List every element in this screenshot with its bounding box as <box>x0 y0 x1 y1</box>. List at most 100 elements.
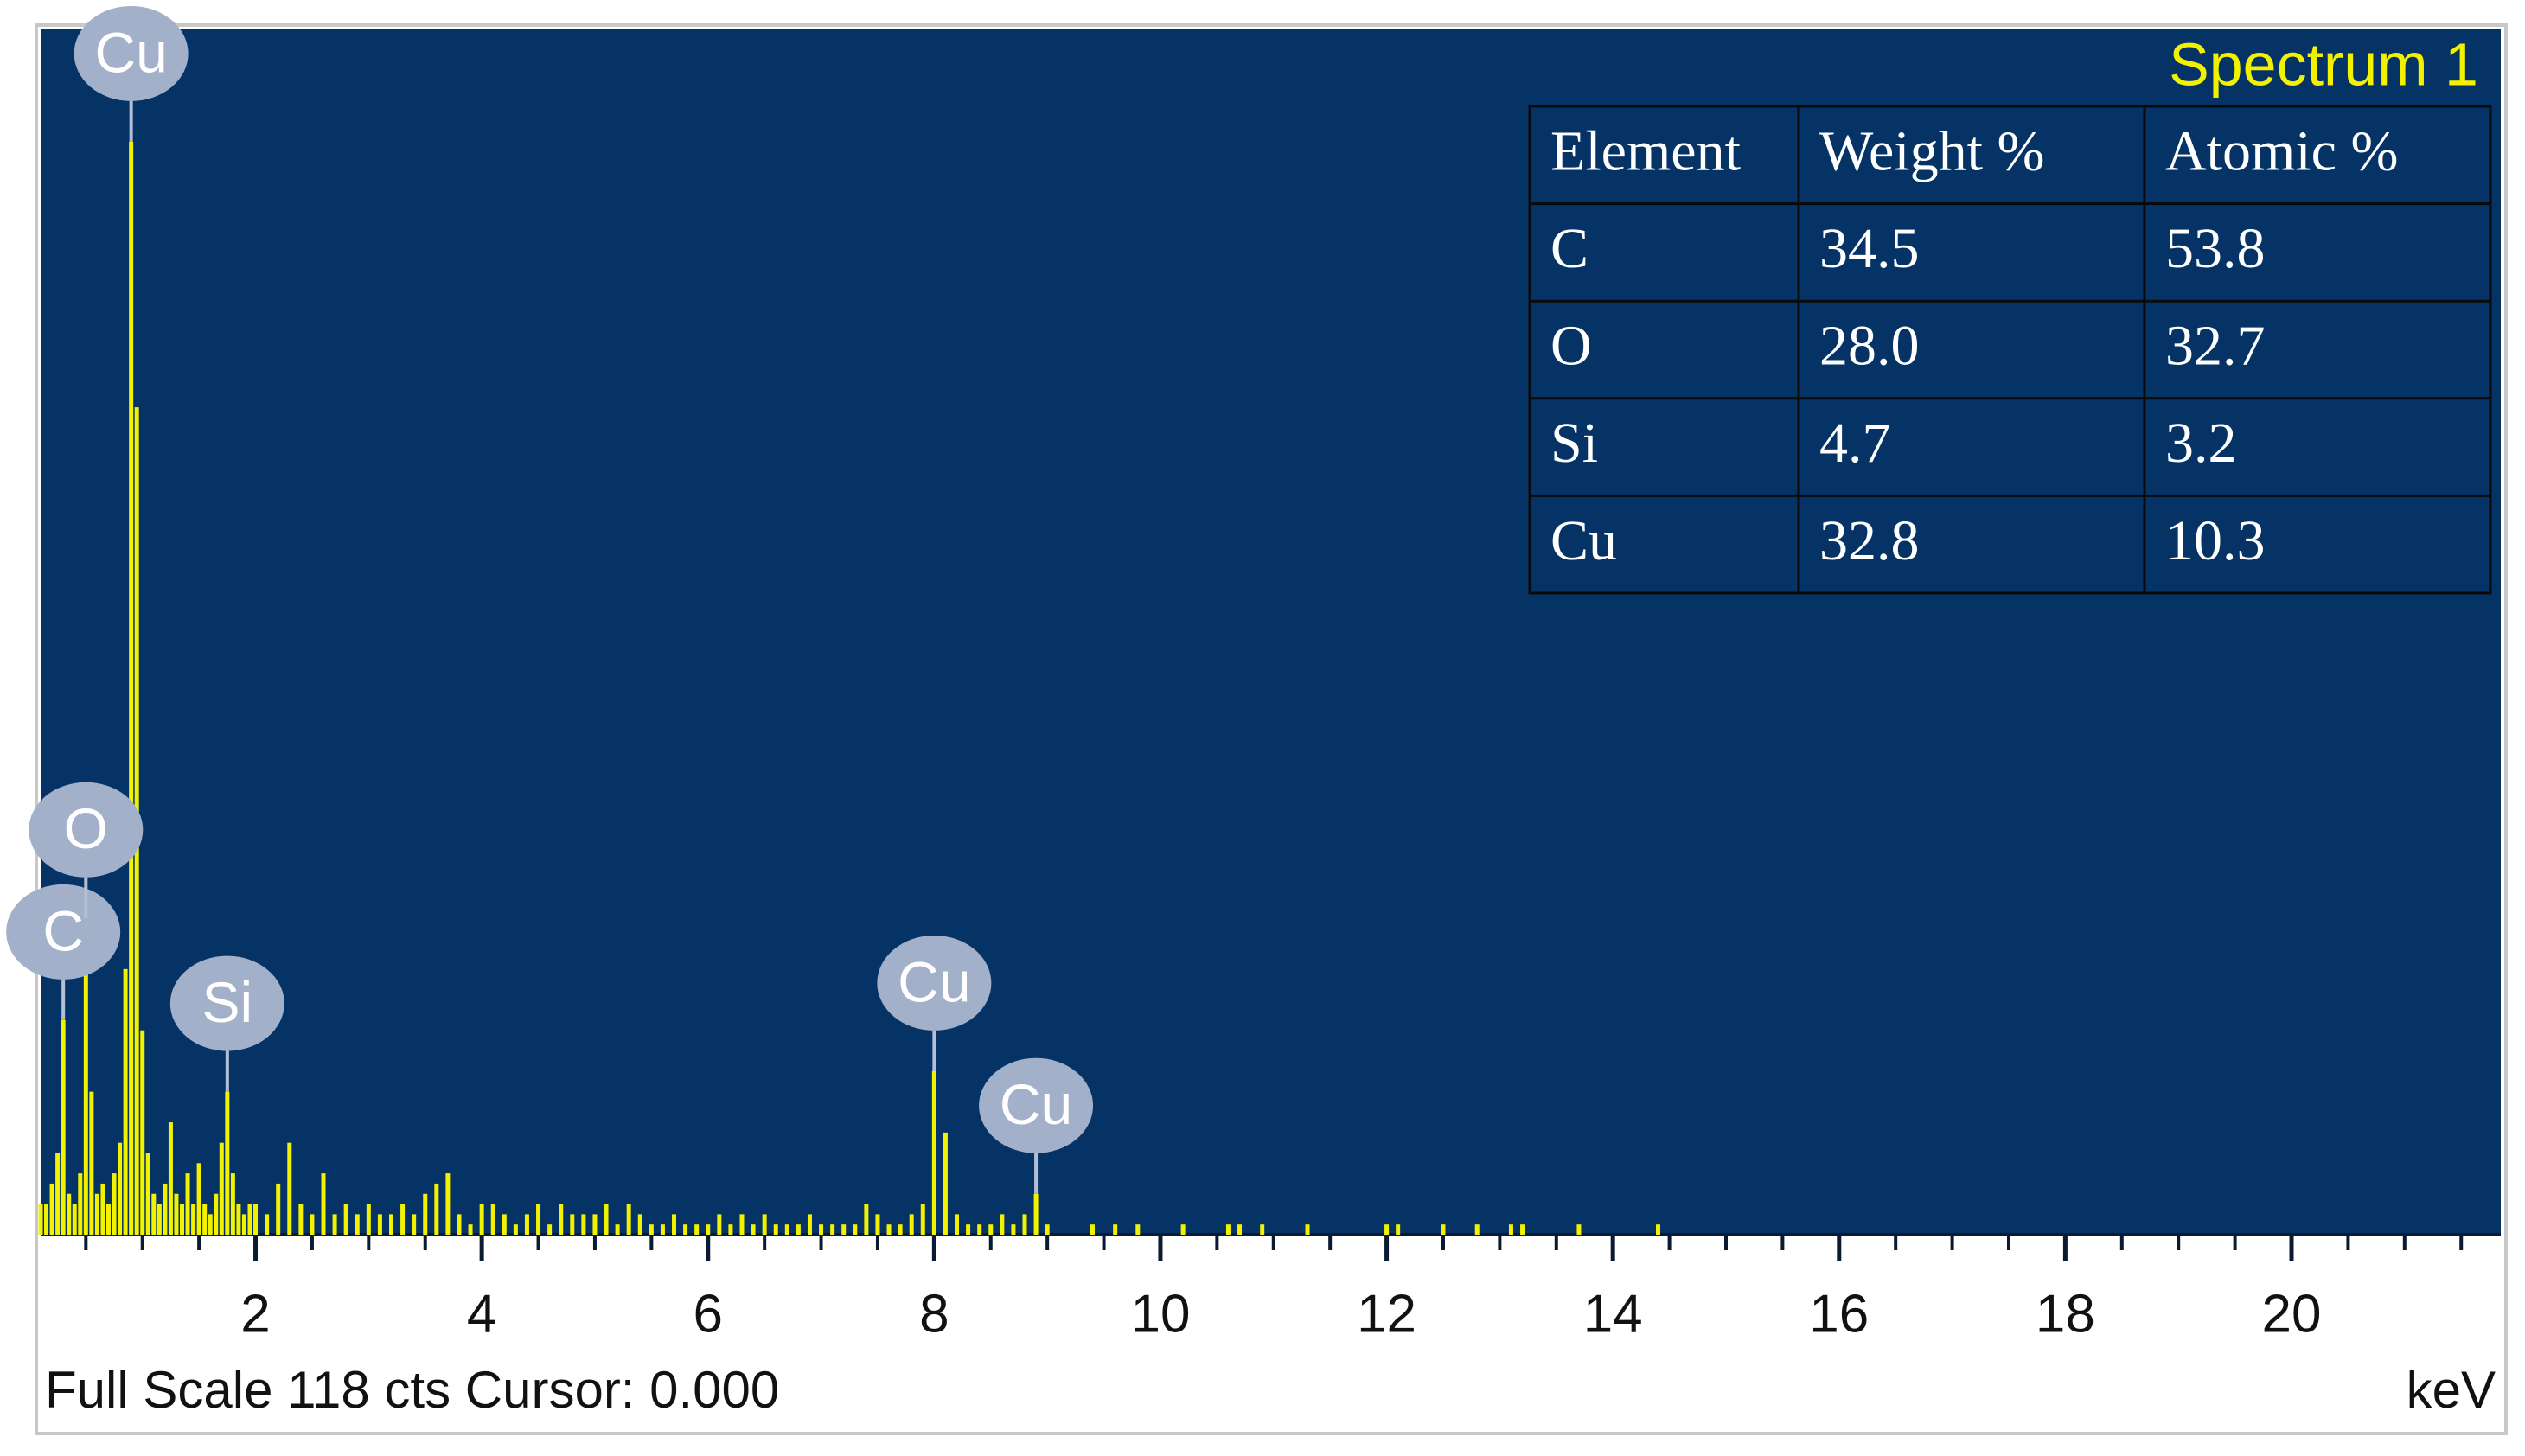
x-tick-label: 2 <box>240 1284 270 1344</box>
spectrum-bar <box>457 1214 462 1235</box>
spectrum-bar <box>1033 1193 1039 1235</box>
x-tick-label: 6 <box>694 1284 723 1344</box>
table: Element Weight % Atomic % C 34.5 53.8 O 28.0 32.… <box>1528 105 2492 595</box>
peak-label: Cu <box>94 20 167 84</box>
spectrum-bar <box>55 1153 61 1235</box>
spectrum-bar <box>524 1214 529 1235</box>
spectrum-bar <box>434 1183 439 1235</box>
spectrum-bar <box>1113 1224 1118 1235</box>
spectrum-bar <box>796 1224 801 1235</box>
x-tick-label: 10 <box>1130 1284 1190 1344</box>
x-tick-label: 14 <box>1583 1284 1643 1344</box>
spectrum-bar <box>1508 1224 1513 1235</box>
spectrum-bar <box>672 1214 677 1235</box>
spectrum-bar <box>807 1214 812 1235</box>
spectrum-bar <box>706 1224 711 1235</box>
x-tick-label: 12 <box>1357 1284 1416 1344</box>
spectrum-bar <box>490 1204 495 1235</box>
spectrum-bar <box>253 1204 259 1235</box>
spectrum-bar <box>1000 1214 1005 1235</box>
spectrum-bar <box>649 1224 654 1235</box>
spectrum-bar <box>547 1224 553 1235</box>
spectrum-bar <box>751 1224 756 1235</box>
spectrum-bar <box>191 1204 196 1235</box>
spectrum-bar <box>559 1204 564 1235</box>
peak-label: C <box>42 898 84 962</box>
table-header: Atomic % <box>2165 119 2398 182</box>
spectrum-bar <box>739 1214 745 1235</box>
spectrum-bar <box>604 1204 609 1235</box>
spectrum-bar <box>423 1193 428 1235</box>
peak-marker <box>979 1057 1094 1153</box>
spectrum-bar <box>1045 1224 1050 1235</box>
table-cell: Cu <box>1550 509 1617 572</box>
spectrum-bar <box>151 1193 157 1235</box>
spectrum-bar <box>581 1214 586 1235</box>
spectrum-bar <box>694 1224 700 1235</box>
spectrum-bar <box>366 1204 371 1235</box>
spectrum-bar <box>592 1214 598 1235</box>
spectrum-bar <box>955 1214 960 1235</box>
spectrum-bar <box>412 1214 417 1235</box>
spectrum-bar <box>1135 1224 1141 1235</box>
spectrum-bar <box>853 1224 858 1235</box>
table-cell: C <box>1550 217 1589 280</box>
spectrum-bar <box>388 1214 393 1235</box>
spectrum-bar <box>570 1214 575 1235</box>
spectrum-bar <box>1656 1224 1661 1235</box>
spectrum-bar <box>943 1132 948 1235</box>
spectrum-bar <box>236 1204 241 1235</box>
spectrum-bar <box>78 1173 83 1235</box>
table-cell: 34.5 <box>1819 217 1920 280</box>
spectrum-bar <box>332 1214 337 1235</box>
spectrum-bar <box>377 1214 382 1235</box>
table-cell: 32.7 <box>2165 315 2266 378</box>
peak-marker <box>6 884 121 980</box>
spectrum-bar <box>931 1070 936 1235</box>
spectrum-bar <box>355 1214 360 1235</box>
spectrum-bar <box>830 1224 835 1235</box>
spectrum-bar <box>1305 1224 1310 1235</box>
spectrum-bar <box>185 1173 190 1235</box>
spectrum-bar <box>105 1204 111 1235</box>
spectrum-bar <box>163 1183 168 1235</box>
spectrum-bar <box>875 1214 880 1235</box>
spectrum-bar <box>1225 1224 1231 1235</box>
table-cell: 10.3 <box>2165 509 2266 572</box>
spectrum-bar <box>819 1224 824 1235</box>
spectrum-bar <box>123 968 128 1235</box>
spectrum-bar <box>1237 1224 1243 1235</box>
spectrum-bar <box>1396 1224 1401 1235</box>
spectrum-bar <box>94 1193 99 1235</box>
x-tick-label: 16 <box>1809 1284 1869 1344</box>
table-cell: Si <box>1550 412 1598 475</box>
spectrum-bar <box>886 1224 892 1235</box>
peak-label: Cu <box>1000 1072 1072 1136</box>
table-border <box>1528 105 2492 595</box>
table-cell: 53.8 <box>2165 217 2266 280</box>
spectrum-bar <box>1022 1214 1027 1235</box>
spectrum-bar <box>241 1214 246 1235</box>
spectrum-bar <box>61 1019 66 1235</box>
table-cell: 3.2 <box>2165 412 2237 475</box>
spectrum-bar <box>1011 1224 1016 1235</box>
peak-label: Si <box>201 970 252 1034</box>
spectrum-bar <box>615 1224 620 1235</box>
table-header: Element <box>1550 119 1741 182</box>
spectrum-bar <box>67 1193 72 1235</box>
spectrum-bar <box>202 1204 208 1235</box>
spectrum-bar <box>909 1214 914 1235</box>
spectrum-bar <box>988 1224 994 1235</box>
spectrum-bar <box>1441 1224 1446 1235</box>
spectrum-bar <box>44 1204 49 1235</box>
spectrum-bar <box>168 1122 173 1235</box>
spectrum-bar <box>400 1204 406 1235</box>
footer: Full Scale 118 cts Cursor: 0.000 <box>45 1361 779 1419</box>
spectrum-bar <box>920 1204 925 1235</box>
spectrum-bar <box>89 1091 94 1235</box>
spectrum-bar <box>1520 1224 1525 1235</box>
spectrum-bar <box>208 1214 213 1235</box>
spectrum-bar <box>118 1142 123 1235</box>
x-tick-label: 8 <box>919 1284 949 1344</box>
